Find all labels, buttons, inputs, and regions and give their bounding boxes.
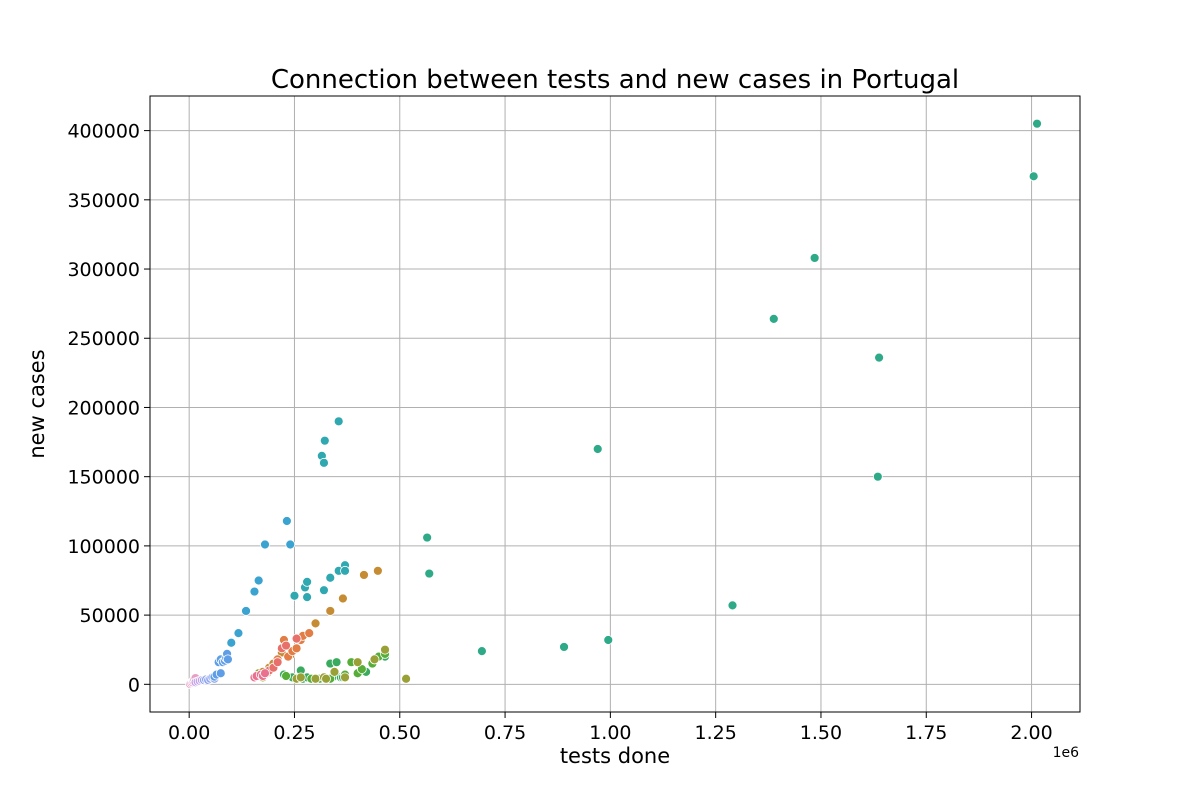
data-point: [253, 575, 264, 586]
data-point: [281, 516, 292, 526]
data-point: [272, 657, 283, 668]
data-point: [325, 606, 336, 616]
data-point: [310, 673, 321, 684]
y-tick-label: 200000: [67, 397, 140, 419]
data-point: [422, 532, 433, 543]
data-point: [401, 673, 411, 684]
x-tick-label: 1.00: [589, 722, 631, 744]
data-point: [291, 633, 302, 644]
data-point: [260, 668, 270, 679]
data-point: [241, 606, 251, 616]
data-point: [333, 416, 344, 427]
data-point: [1028, 171, 1039, 182]
y-tick-label: 50000: [80, 605, 140, 627]
data-point: [233, 628, 244, 638]
data-point: [302, 592, 313, 603]
y-tick-label: 0: [128, 674, 140, 696]
x-tick-label: 1.50: [800, 722, 842, 744]
y-tick-label: 350000: [67, 190, 140, 212]
data-point: [477, 646, 487, 656]
y-axis-ticks: 0 50000 100000 150000 200000 250000 300000 3500…: [67, 121, 150, 696]
data-point: [302, 576, 313, 587]
x-tick-label: 1.75: [905, 722, 947, 744]
data-point: [380, 644, 390, 655]
data-point: [319, 435, 330, 446]
data-point: [372, 565, 383, 576]
data-point: [1032, 118, 1042, 129]
data-point: [809, 253, 820, 263]
data-point: [281, 671, 291, 681]
y-axis-label: new cases: [25, 349, 49, 458]
data-point: [319, 585, 329, 596]
data-point: [321, 673, 331, 684]
data-point: [319, 457, 329, 468]
data-point: [768, 313, 779, 324]
data-point: [295, 672, 306, 683]
data-point: [872, 471, 883, 482]
x-tick-label: 0.00: [168, 722, 210, 744]
x-tick-label: 0.25: [273, 722, 315, 744]
data-point: [260, 539, 270, 550]
x-tick-label: 0.50: [379, 722, 421, 744]
x-tick-label: 2.00: [1010, 722, 1052, 744]
x-tick-label: 0.75: [484, 722, 526, 744]
data-point: [285, 539, 296, 550]
data-point: [338, 593, 348, 604]
data-point: [325, 572, 336, 583]
y-tick-label: 300000: [67, 259, 140, 281]
data-point: [310, 618, 321, 629]
y-tick-label: 400000: [67, 121, 140, 143]
data-point: [281, 640, 291, 651]
data-point: [249, 586, 260, 597]
data-point: [352, 657, 363, 668]
data-point: [304, 628, 315, 638]
x-axis-ticks: 0.00 0.25 0.50 0.75 1.00 1.25 1.50 1.75 2.00: [168, 712, 1053, 744]
data-point: [329, 666, 340, 677]
x-axis-label: tests done: [560, 744, 670, 768]
data-point: [592, 444, 603, 454]
y-tick-label: 100000: [67, 536, 140, 558]
data-point: [291, 643, 302, 654]
plot-frame: [149, 95, 1081, 713]
data-point: [215, 668, 226, 679]
y-tick-label: 150000: [67, 467, 140, 489]
data-points: [185, 118, 1042, 689]
grid: [150, 96, 1080, 712]
data-point: [340, 672, 350, 683]
data-point: [226, 637, 237, 648]
data-point: [424, 568, 435, 579]
data-point: [559, 642, 569, 652]
chart-title: Connection between tests and new cases i…: [271, 65, 959, 95]
data-point: [340, 565, 350, 576]
data-point: [359, 570, 369, 580]
y-tick-label: 250000: [67, 328, 140, 350]
data-point: [369, 654, 380, 665]
data-point: [874, 352, 884, 363]
data-point: [289, 590, 300, 601]
data-point: [331, 657, 342, 668]
x-tick-label: 1.25: [695, 722, 737, 744]
data-point: [727, 600, 738, 611]
data-point: [223, 654, 233, 665]
data-point: [603, 635, 614, 645]
x-axis-offset-label: 1e6: [1053, 745, 1080, 761]
